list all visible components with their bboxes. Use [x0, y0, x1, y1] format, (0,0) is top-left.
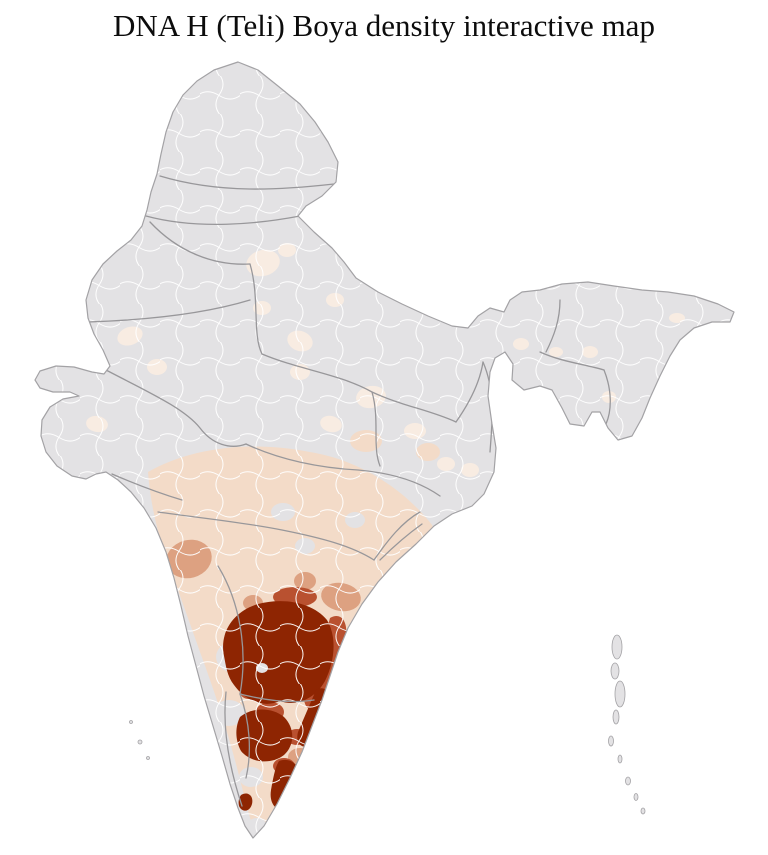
island[interactable]: [146, 756, 150, 760]
state-border-line: [239, 693, 251, 779]
state-border-line: [603, 369, 611, 425]
state-border-line: [545, 299, 561, 353]
india-outline: [34, 61, 735, 839]
state-border-line: [157, 511, 375, 561]
state-border-line: [159, 175, 335, 190]
island[interactable]: [625, 776, 631, 786]
state-border-line: [249, 263, 263, 355]
andaman-nicobar-islands: [608, 634, 646, 815]
state-border-line: [539, 351, 605, 371]
island[interactable]: [610, 662, 620, 680]
island[interactable]: [137, 739, 143, 745]
island[interactable]: [640, 807, 646, 815]
state-border-line: [145, 215, 301, 226]
lakshadweep-islands: [129, 720, 150, 760]
state-border-line: [239, 693, 315, 703]
state-border-line: [379, 523, 423, 561]
state-border-line: [217, 565, 244, 695]
state-border-line: [111, 473, 183, 501]
state-border-line: [455, 361, 484, 423]
state-border-line: [105, 369, 247, 447]
state-border-line: [224, 691, 243, 807]
island[interactable]: [612, 709, 620, 725]
island[interactable]: [608, 735, 614, 747]
state-border-line: [87, 299, 251, 323]
island[interactable]: [614, 680, 626, 708]
state-border-line: [149, 221, 251, 265]
island[interactable]: [129, 720, 133, 724]
island[interactable]: [633, 793, 639, 801]
state-border-line: [371, 391, 381, 467]
state-border-line: [373, 511, 421, 561]
state-border-line: [245, 443, 441, 497]
state-borders: [87, 175, 611, 807]
island[interactable]: [611, 634, 623, 660]
page-title: DNA H (Teli) Boya density interactive ma…: [113, 8, 655, 43]
island[interactable]: [617, 754, 623, 764]
